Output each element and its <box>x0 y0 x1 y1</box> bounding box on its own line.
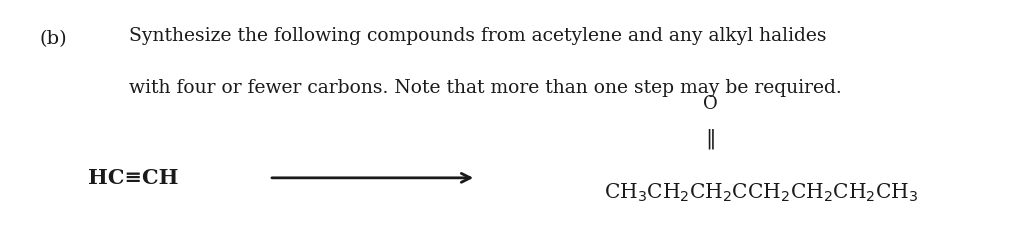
Text: CH$_3$CH$_2$CH$_2$CCH$_2$CH$_2$CH$_2$CH$_3$: CH$_3$CH$_2$CH$_2$CCH$_2$CH$_2$CH$_2$CH$… <box>603 182 918 204</box>
Text: HC≡CH: HC≡CH <box>88 168 178 188</box>
Text: ‖: ‖ <box>705 128 715 148</box>
Text: (b): (b) <box>39 30 67 48</box>
Text: O: O <box>703 95 717 113</box>
Text: Synthesize the following compounds from acetylene and any alkyl halides: Synthesize the following compounds from … <box>129 27 827 45</box>
Text: with four or fewer carbons. Note that more than one step may be required.: with four or fewer carbons. Note that mo… <box>129 79 842 97</box>
